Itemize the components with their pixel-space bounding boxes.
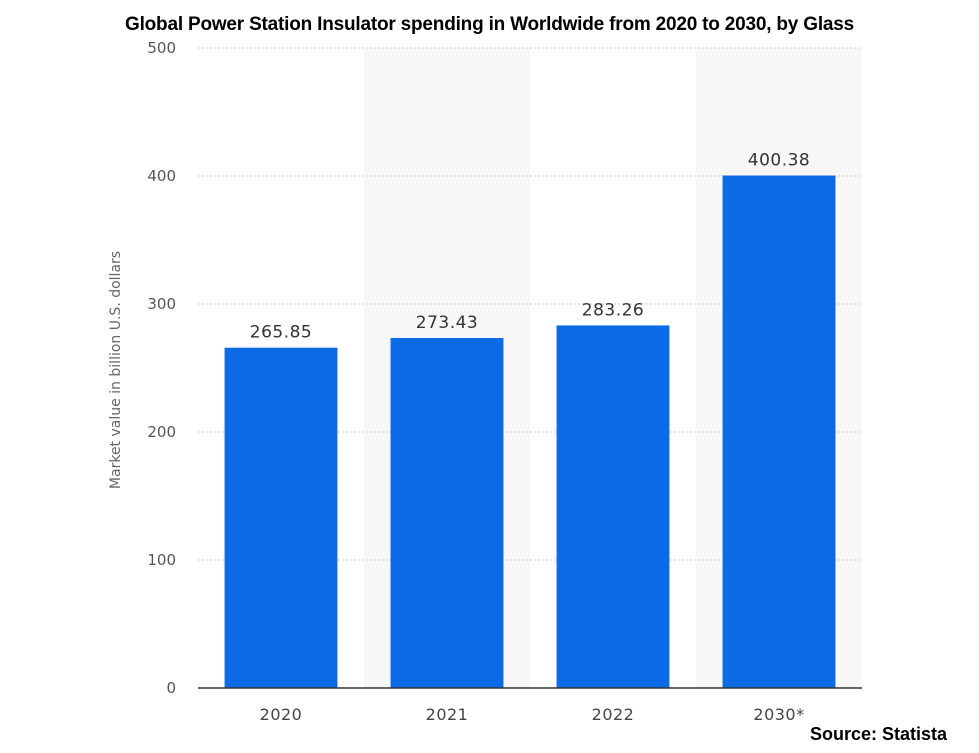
data-labels: 265.85 273.43 283.26 400.38 xyxy=(250,151,810,343)
x-axis-ticks: 2020 2021 2022 2030* xyxy=(260,705,804,724)
y-axis-ticks: 0 100 200 300 400 500 xyxy=(147,39,176,697)
bar xyxy=(224,347,338,688)
x-tick-label: 2030* xyxy=(753,705,804,724)
y-tick-label: 200 xyxy=(147,423,176,441)
y-tick-label: 0 xyxy=(166,679,176,697)
source-note: Source: Statista xyxy=(809,724,947,744)
y-axis-label: Market value in billion U.S. dollars xyxy=(108,251,124,489)
x-tick-label: 2022 xyxy=(592,705,635,724)
x-tick-label: 2020 xyxy=(260,705,303,724)
chart-title: Global Power Station Insulator spending … xyxy=(124,14,855,35)
data-label: 400.38 xyxy=(748,151,810,171)
bar xyxy=(556,325,670,688)
y-tick-label: 100 xyxy=(147,551,176,569)
data-label: 265.85 xyxy=(250,323,312,343)
data-label: 273.43 xyxy=(416,313,478,333)
x-tick-label: 2021 xyxy=(426,705,469,724)
bar xyxy=(390,338,504,688)
y-tick-label: 500 xyxy=(147,39,176,57)
bars xyxy=(224,175,836,688)
y-tick-label: 400 xyxy=(147,167,176,185)
data-label: 283.26 xyxy=(582,300,644,320)
bar xyxy=(722,175,836,688)
y-tick-label: 300 xyxy=(147,295,176,313)
